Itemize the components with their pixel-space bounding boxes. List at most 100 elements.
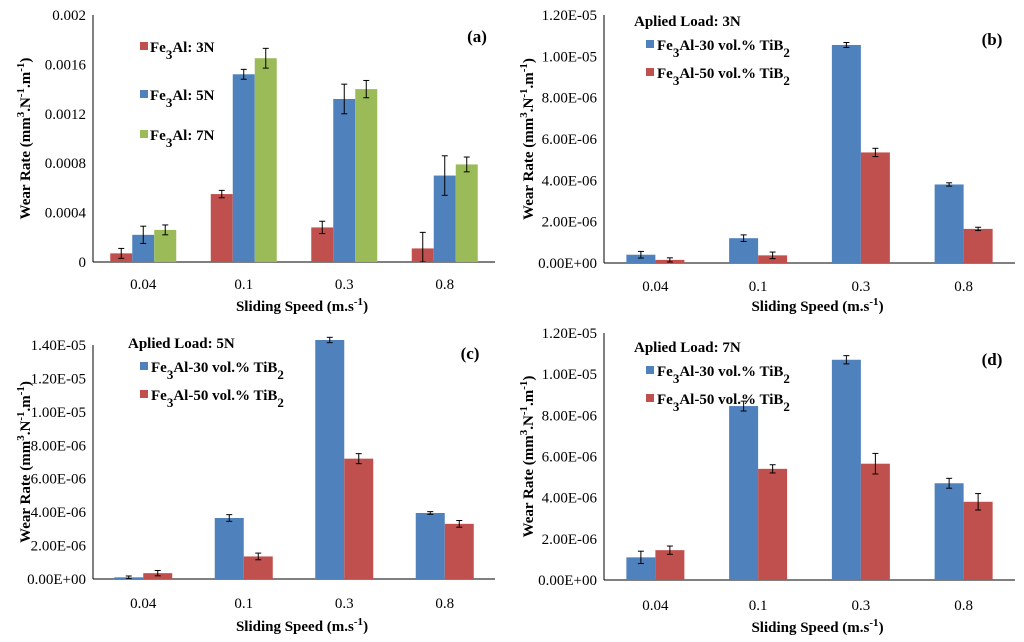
bar (934, 184, 964, 263)
bar (344, 458, 374, 579)
y-tick-label: 0 (79, 255, 87, 271)
legend-label: Fe3Al: 5N (150, 88, 215, 110)
x-tick-label: 0.3 (852, 279, 871, 295)
bar (729, 406, 759, 580)
y-tick-label: 6.00E-06 (542, 450, 598, 466)
bar (415, 512, 445, 579)
legend-swatch (646, 40, 654, 48)
y-axis-title: Wear Rate (mm3.N-1.m-1) (15, 58, 34, 220)
bar (132, 234, 155, 262)
bar (154, 229, 177, 262)
y-axis-title: Wear Rate (mm3.N-1.m-1) (15, 381, 34, 543)
bar (626, 557, 656, 580)
y-tick-label: 1.00E-05 (542, 367, 597, 383)
x-tick-label: 0.3 (852, 598, 871, 614)
bar (860, 463, 890, 580)
y-tick-label: 0.002 (52, 8, 86, 24)
x-tick-label: 0.3 (335, 596, 354, 612)
chart-panel-b: 0.00E+00 2.00E-06 4.00E-06 6.00E-06 8.00E-06… (518, 8, 1015, 315)
legend-swatch (140, 390, 148, 398)
y-tick-label: 1.00E-05 (31, 405, 86, 421)
y-tick-label: 1.20E-05 (542, 8, 597, 24)
legend-label: Fe3Al-30 vol.% TiB2 (657, 38, 790, 60)
x-axis-title: Sliding Speed (m.s-1) (236, 296, 368, 315)
bar (831, 359, 861, 580)
y-axis-title: Wear Rate (mm3.N-1.m-1) (518, 58, 537, 220)
x-axis-title: Sliding Speed (m.s-1) (751, 296, 883, 315)
bar (311, 227, 334, 262)
legend-label: Fe3Al: 3N (150, 40, 215, 62)
y-tick-label: 8.00E-06 (542, 408, 598, 424)
bar (963, 501, 993, 580)
y-tick-label: 1.20E-05 (31, 371, 86, 387)
y-tick-label: 6.00E-06 (31, 472, 87, 488)
bar (243, 556, 273, 579)
y-tick-label: 0.00E+00 (538, 256, 597, 272)
x-tick-label: 0.8 (435, 596, 454, 612)
y-tick-label: 8.00E-06 (31, 438, 87, 454)
y-tick-label: 2.00E-06 (542, 532, 598, 548)
legend-label: Fe3Al-50 vol.% TiB2 (657, 66, 790, 88)
legend-label: Fe3Al-30 vol.% TiB2 (657, 364, 790, 386)
y-tick-label: 0.00E+00 (538, 573, 597, 589)
chart-panel-a: 0 0.0004 0.0008 0.0012 0.0016 0.002 0.04 0.1 0.3… (15, 8, 495, 315)
x-axis-title: Sliding Speed (m.s-1) (751, 617, 883, 636)
y-tick-label: 0.0012 (45, 107, 86, 123)
bar (444, 523, 474, 579)
bar (626, 254, 656, 263)
y-tick-label: 4.00E-06 (542, 173, 598, 189)
legend-swatch (140, 42, 148, 50)
x-tick-label: 0.04 (642, 279, 669, 295)
x-tick-label: 0.04 (130, 596, 157, 612)
y-tick-label: 2.00E-06 (31, 539, 87, 555)
bar (355, 89, 378, 262)
chart-panel-d: 0.00E+00 2.00E-06 4.00E-06 6.00E-06 8.00E-06… (518, 326, 1015, 636)
x-tick-label: 0.8 (435, 277, 454, 293)
chart-panel-c: 0.00E+00 2.00E-06 4.00E-06 6.00E-06 8.00E-06… (15, 336, 495, 635)
y-tick-label: 2.00E-06 (542, 215, 598, 231)
legend-label: Fe3Al-30 vol.% TiB2 (151, 360, 284, 382)
bar (655, 550, 685, 580)
panel-label: (d) (982, 350, 1003, 369)
y-tick-label: 4.00E-06 (542, 491, 598, 507)
bar (729, 238, 759, 263)
x-tick-label: 0.8 (954, 598, 973, 614)
y-tick-label: 1.40E-05 (31, 338, 86, 354)
applied-load-label: Aplied Load: 3N (634, 14, 741, 30)
bar (963, 228, 993, 263)
panel-label: (c) (461, 344, 480, 363)
legend-swatch (646, 68, 654, 76)
bar (860, 152, 890, 263)
y-tick-label: 0.0016 (45, 57, 87, 73)
legend-swatch (140, 130, 148, 138)
legend-swatch (646, 394, 654, 402)
bar (333, 98, 356, 262)
bar (433, 175, 456, 262)
y-tick-label: 0.0008 (45, 156, 86, 172)
panel-label: (b) (982, 30, 1003, 49)
x-tick-label: 0.04 (130, 277, 157, 293)
legend-label: Fe3Al-50 vol.% TiB2 (657, 392, 790, 414)
legend-swatch (646, 366, 654, 374)
x-tick-label: 0.1 (234, 277, 253, 293)
bar (455, 164, 478, 262)
y-tick-label: 1.20E-05 (542, 326, 597, 342)
y-tick-label: 6.00E-06 (542, 132, 598, 148)
y-tick-label: 0.00E+00 (27, 572, 86, 588)
bar (934, 483, 964, 580)
x-tick-label: 0.8 (954, 279, 973, 295)
panel-label: (a) (467, 27, 487, 46)
bar (214, 517, 244, 579)
y-axis-title: Wear Rate (mm3.N-1.m-1) (518, 376, 537, 538)
x-tick-label: 0.04 (642, 598, 669, 614)
bar (758, 255, 788, 263)
legend-label: Fe3Al: 7N (150, 128, 215, 150)
bar (232, 74, 255, 262)
y-tick-label: 0.0004 (45, 206, 87, 222)
bar (210, 194, 233, 262)
bar (758, 468, 788, 580)
x-tick-label: 0.1 (749, 598, 768, 614)
applied-load-label: Aplied Load: 7N (634, 340, 741, 356)
bar (315, 339, 345, 579)
